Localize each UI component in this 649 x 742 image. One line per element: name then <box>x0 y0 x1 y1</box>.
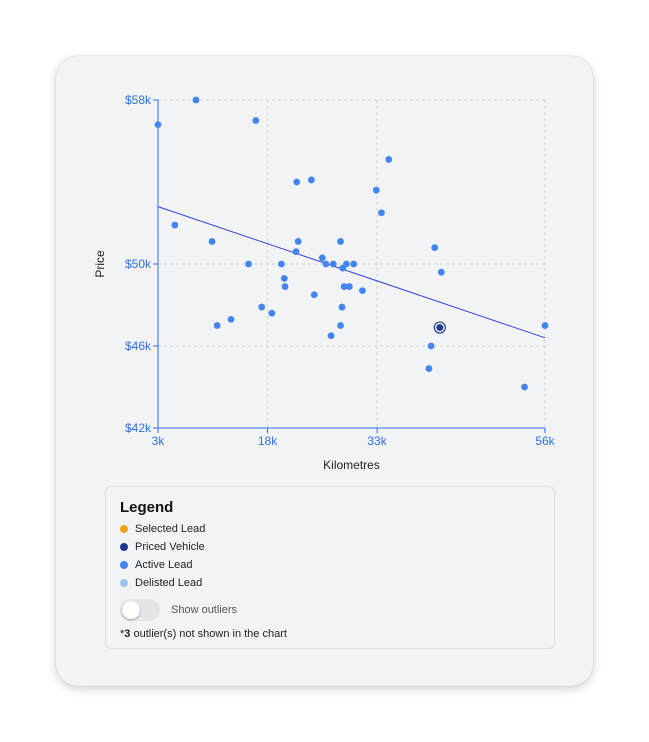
active-lead-point <box>278 260 285 268</box>
trend-line <box>157 206 546 339</box>
active-lead-point <box>307 176 315 184</box>
legend-list: Selected Lead Priced Vehicle Active Lead De… <box>120 520 205 592</box>
active-lead-point <box>345 283 353 290</box>
active-lead-point <box>425 365 433 372</box>
x-tick-label: 33k <box>367 434 387 448</box>
note-suffix: outlier(s) not shown in the chart <box>130 628 287 640</box>
x-tick-label: 3k <box>152 434 166 448</box>
active-lead-point <box>293 178 301 186</box>
active-lead-point <box>252 117 260 124</box>
active-lead-point <box>245 260 252 268</box>
active-lead-point <box>378 209 385 217</box>
active-lead-point <box>359 287 366 295</box>
x-tick-label: 18k <box>258 434 278 448</box>
active-lead-point <box>213 322 221 329</box>
active-lead-point <box>329 260 337 268</box>
legend-label-delisted-lead: Delisted Lead <box>135 577 203 589</box>
legend-title: Legend <box>120 499 174 516</box>
active-lead-point <box>192 96 200 104</box>
active-lead-point <box>281 283 289 290</box>
active-lead-point <box>427 342 435 350</box>
active-lead-point <box>171 221 179 229</box>
active-lead-point <box>310 291 318 299</box>
active-lead-point <box>208 238 216 245</box>
active-lead-point <box>258 303 266 311</box>
x-tick-label: 56k <box>535 434 555 448</box>
active-lead-point <box>154 121 162 128</box>
active-lead-point <box>227 315 235 323</box>
x-axis-title: Kilometres <box>323 458 380 472</box>
active-lead-point <box>337 238 344 245</box>
legend-item-delisted-lead: Delisted Lead <box>120 574 205 592</box>
legend-panel: Legend Selected Lead Priced Vehicle Active… <box>105 486 555 649</box>
active-lead-point <box>268 309 276 317</box>
outlier-note: *3 outlier(s) not shown in the chart <box>120 628 287 640</box>
active-lead-point <box>327 332 335 340</box>
chart-card: $42k $46k $50k $58k 3k 18k 33k 56k Kilometres Pri… <box>56 56 593 686</box>
legend-label-selected-lead: Selected Lead <box>135 523 206 535</box>
y-tick-label: $50k <box>125 257 152 271</box>
legend-label-priced-vehicle: Priced Vehicle <box>135 541 205 553</box>
y-tick-label: $42k <box>125 421 152 435</box>
legend-item-priced-vehicle: Priced Vehicle <box>120 538 205 556</box>
active-lead-point <box>431 244 439 252</box>
legend-dot-priced-vehicle <box>120 543 128 551</box>
active-lead-point <box>372 186 380 194</box>
active-lead-point <box>338 303 346 311</box>
show-outliers-row: Show outliers <box>120 599 237 621</box>
active-lead-point <box>318 254 326 262</box>
active-lead-point <box>280 274 288 282</box>
active-lead-point <box>385 156 393 163</box>
show-outliers-toggle[interactable] <box>120 599 160 621</box>
note-prefix: * <box>120 628 125 640</box>
priced-vehicle-point <box>436 324 444 332</box>
outlier-count: 3 <box>124 628 131 640</box>
legend-dot-selected-lead <box>120 525 128 533</box>
active-lead-point <box>339 264 347 272</box>
legend-label-active-lead: Active Lead <box>135 559 193 571</box>
active-lead-point <box>337 322 344 329</box>
legend-dot-active-lead <box>120 561 128 569</box>
active-lead-point <box>350 260 358 268</box>
active-lead-point <box>340 283 348 290</box>
active-lead-point <box>294 238 302 245</box>
active-lead-point <box>292 248 300 256</box>
scatter-chart: $42k $46k $50k $58k 3k 18k 33k 56k Kilometres Pri… <box>93 93 556 472</box>
y-axis-title: Price <box>93 250 107 278</box>
legend-dot-delisted-lead <box>120 579 128 587</box>
legend-item-active-lead: Active Lead <box>120 556 205 574</box>
legend-item-selected-lead: Selected Lead <box>120 520 205 538</box>
active-lead-point <box>541 322 549 329</box>
active-lead-point <box>322 260 330 268</box>
y-tick-label: $46k <box>125 339 152 353</box>
show-outliers-label: Show outliers <box>171 604 238 616</box>
active-lead-point <box>437 268 445 276</box>
toggle-knob <box>122 601 140 619</box>
y-tick-label: $58k <box>125 93 152 107</box>
active-lead-point <box>521 383 528 391</box>
